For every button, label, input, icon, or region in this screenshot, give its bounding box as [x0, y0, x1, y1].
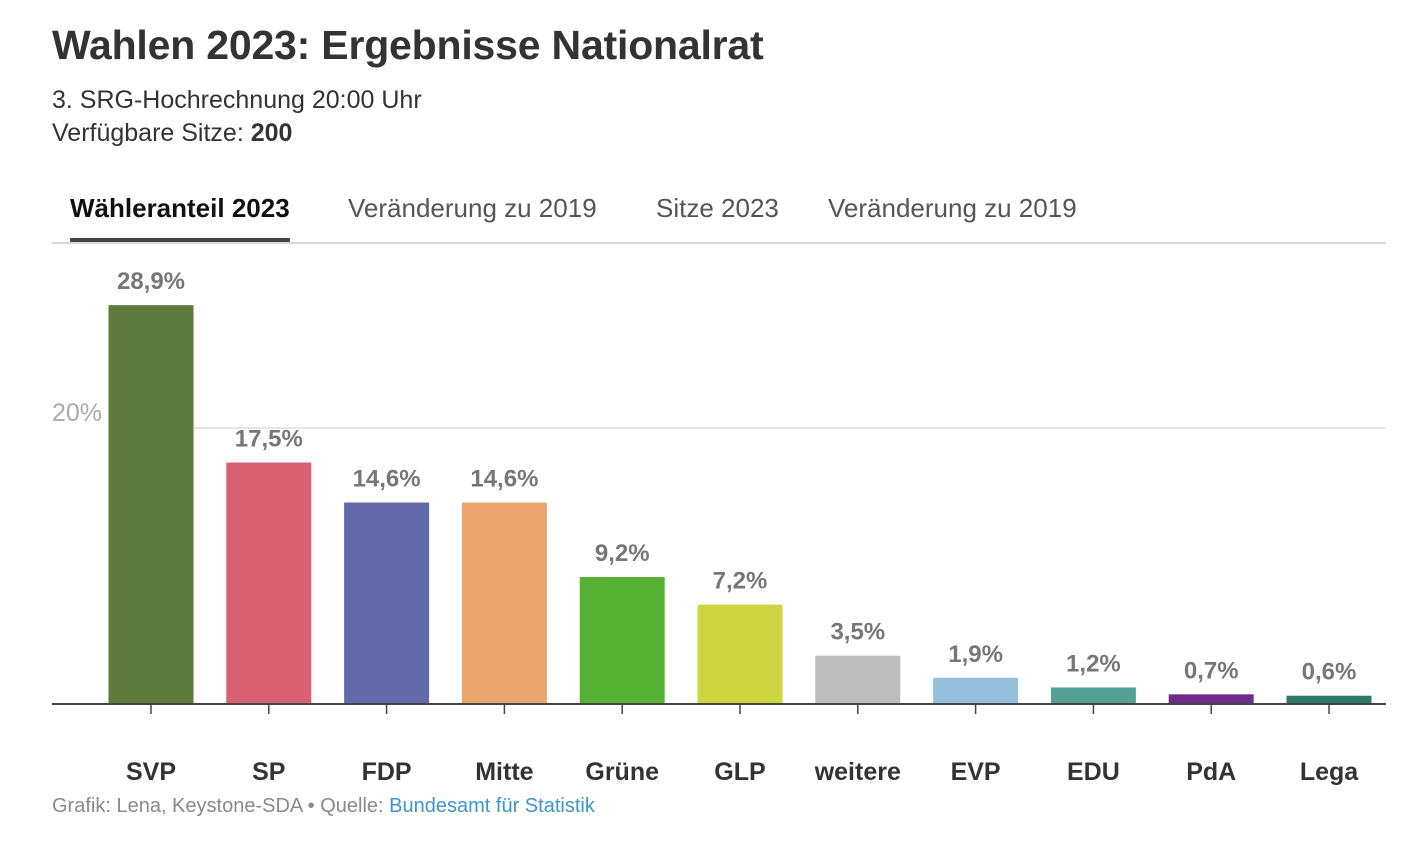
value-label-evp: 1,9% — [948, 641, 1003, 668]
category-label-lega: Lega — [1300, 758, 1359, 786]
category-label-evp: EVP — [951, 758, 1001, 786]
value-label-weitere: 3,5% — [830, 619, 885, 646]
category-label-mitte: Mitte — [475, 758, 533, 786]
value-label-grüne: 9,2% — [595, 540, 650, 567]
bar-sp — [226, 462, 312, 704]
tab-change-seats-2019[interactable]: Veränderung zu 2019 — [828, 193, 1077, 223]
bar-glp — [697, 604, 783, 704]
bar-grüne — [579, 577, 665, 704]
value-label-sp: 17,5% — [235, 426, 303, 453]
tab-voter-share-2023[interactable]: Wähleranteil 2023 — [70, 186, 290, 242]
bar-svp — [108, 305, 194, 704]
value-label-mitte: 14,6% — [470, 466, 538, 493]
category-label-grüne: Grüne — [585, 758, 659, 786]
bar-pda — [1168, 694, 1254, 704]
category-label-weitere: weitere — [814, 758, 901, 786]
seats-value: 200 — [250, 119, 293, 147]
bar-chart: 20% 28,9% SVP 17,5% SP 14,6% FDP 14,6% Mitte 9,2%… — [52, 268, 1386, 786]
chart-title: Wahlen 2023: Ergebnisse Nationalrat — [52, 22, 764, 68]
category-label-fdp: FDP — [362, 758, 412, 786]
tab-change-share-2019[interactable]: Veränderung zu 2019 — [348, 193, 597, 223]
tab-seats-2023[interactable]: Sitze 2023 — [656, 193, 779, 223]
category-label-svp: SVP — [126, 758, 176, 786]
footer-credit: Grafik: Lena, Keystone-SDA • Quelle: — [52, 795, 390, 817]
bar-weitere — [815, 655, 901, 704]
tab-bar: Wähleranteil 2023 Veränderung zu 2019 Si… — [52, 186, 1386, 244]
value-label-fdp: 14,6% — [353, 466, 421, 493]
bar-edu — [1050, 687, 1136, 704]
chart-subtitle: 3. SRG-Hochrechnung 20:00 Uhr — [52, 86, 422, 114]
value-label-glp: 7,2% — [713, 568, 768, 595]
chart-footer: Grafik: Lena, Keystone-SDA • Quelle: Bun… — [52, 795, 595, 818]
bar-fdp — [344, 502, 430, 704]
value-label-svp: 28,9% — [117, 268, 185, 295]
seats-label: Verfügbare Sitze: — [52, 119, 244, 147]
category-label-pda: PdA — [1186, 758, 1236, 786]
source-link[interactable]: Bundesamt für Statistik — [389, 795, 595, 817]
bar-lega — [1286, 695, 1372, 704]
bar-evp — [933, 677, 1019, 704]
value-label-edu: 1,2% — [1066, 650, 1121, 677]
bar-mitte — [461, 502, 547, 704]
value-label-lega: 0,6% — [1302, 659, 1357, 686]
category-label-sp: SP — [252, 758, 285, 786]
category-label-edu: EDU — [1067, 758, 1120, 786]
value-label-pda: 0,7% — [1184, 657, 1239, 684]
y-tick-label-0: 20% — [52, 399, 102, 427]
available-seats: Verfügbare Sitze: 200 — [52, 119, 292, 148]
category-label-glp: GLP — [714, 758, 765, 786]
